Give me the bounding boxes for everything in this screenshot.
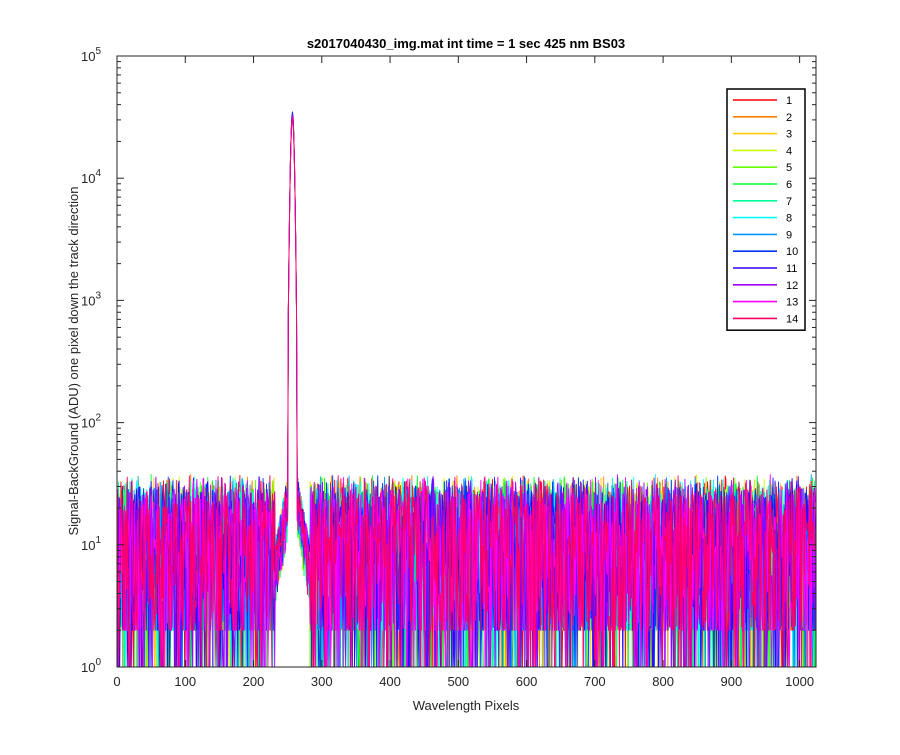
x-tick-label: 300 [311,674,333,689]
y-tick-exponent: 0 [95,657,101,668]
x-tick-label: 200 [243,674,265,689]
x-tick-label: 1000 [785,674,814,689]
y-tick-label: 105 [81,46,101,64]
y-tick-label: 103 [81,290,101,308]
legend-label-11: 11 [786,263,797,275]
x-tick-label: 600 [516,674,538,689]
legend-label-14: 14 [786,313,798,325]
x-tick-label: 900 [721,674,743,689]
legend-label-10: 10 [786,246,798,258]
y-axis-label: Signal-BackGround (ADU) one pixel down t… [66,186,81,535]
x-tick-label: 500 [447,674,469,689]
x-tick-label: 100 [174,674,196,689]
legend-label-12: 12 [786,280,798,292]
legend-label-5: 5 [786,162,792,174]
legend-label-3: 3 [786,129,792,141]
axes-box [116,55,817,668]
legend-label-9: 9 [786,229,792,241]
legend-box [726,88,806,331]
legend-label-8: 8 [786,213,792,225]
y-tick-label: 104 [81,168,101,186]
legend-label-13: 13 [786,297,798,309]
y-tick-exponent: 5 [95,46,101,57]
legend-label-7: 7 [786,196,792,208]
legend-label-4: 4 [786,145,792,157]
y-tick-label: 100 [81,657,101,675]
x-tick-label: 0 [113,674,120,689]
series-layer [116,111,816,668]
x-tick-label: 700 [584,674,606,689]
series-line-14 [116,116,816,668]
chart-title: s2017040430_img.mat int time = 1 sec 425… [307,36,625,51]
legend-label-2: 2 [786,112,792,124]
y-tick-exponent: 1 [95,535,101,546]
x-axis-label: Wavelength Pixels [413,698,520,713]
x-tick-label: 800 [652,674,674,689]
x-tick-label: 400 [379,674,401,689]
legend-label-6: 6 [786,179,792,191]
y-tick-label: 101 [81,535,101,553]
y-tick-exponent: 2 [95,413,101,424]
y-tick-label: 102 [81,413,101,431]
legend-label-1: 1 [786,95,792,107]
y-tick-exponent: 3 [95,290,101,301]
y-tick-exponent: 4 [95,168,101,179]
